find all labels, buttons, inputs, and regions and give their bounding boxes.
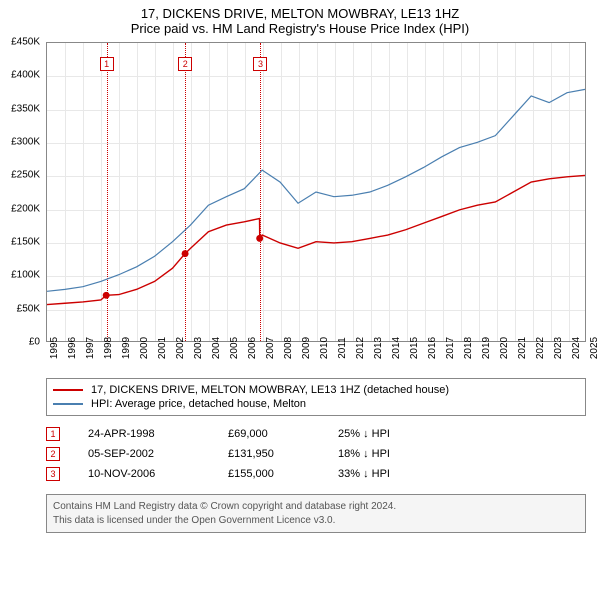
x-axis-label: 2005: [229, 337, 240, 359]
event-price: £155,000: [228, 468, 338, 480]
title-line-2: Price paid vs. HM Land Registry's House …: [0, 21, 600, 36]
x-axis-label: 2014: [391, 337, 402, 359]
y-axis-label: £50K: [6, 303, 40, 314]
plot-area: 123: [46, 42, 586, 342]
legend-swatch: [53, 403, 83, 405]
event-number-box: 1: [46, 427, 60, 441]
event-date: 05-SEP-2002: [88, 448, 228, 460]
title-block: 17, DICKENS DRIVE, MELTON MOWBRAY, LE13 …: [0, 0, 600, 38]
x-axis-label: 2013: [373, 337, 384, 359]
x-axis-label: 2019: [481, 337, 492, 359]
x-axis-label: 1995: [49, 337, 60, 359]
event-date: 10-NOV-2006: [88, 468, 228, 480]
legend-box: 17, DICKENS DRIVE, MELTON MOWBRAY, LE13 …: [46, 378, 586, 416]
x-axis-label: 2010: [319, 337, 330, 359]
legend-row: HPI: Average price, detached house, Melt…: [53, 397, 579, 411]
x-axis-label: 2002: [175, 337, 186, 359]
x-axis-label: 2024: [571, 337, 582, 359]
x-axis-label: 1999: [121, 337, 132, 359]
event-number-box: 2: [46, 447, 60, 461]
legend-label: 17, DICKENS DRIVE, MELTON MOWBRAY, LE13 …: [91, 384, 449, 396]
event-delta: 25% ↓ HPI: [338, 428, 586, 440]
event-price: £69,000: [228, 428, 338, 440]
series-price_paid: [47, 175, 585, 304]
y-axis-label: £250K: [6, 170, 40, 181]
y-axis-label: £200K: [6, 203, 40, 214]
x-axis-label: 2006: [247, 337, 258, 359]
x-axis-label: 2000: [139, 337, 150, 359]
event-row: 1 24-APR-1998£69,00025% ↓ HPI: [46, 424, 586, 444]
legend-label: HPI: Average price, detached house, Melt…: [91, 398, 306, 410]
y-axis-label: £0: [6, 337, 40, 348]
chart-wrap: 123 £0£50K£100K£150K£200K£250K£300K£350K…: [38, 42, 598, 372]
x-axis-label: 2017: [445, 337, 456, 359]
footer-box: Contains HM Land Registry data © Crown c…: [46, 494, 586, 533]
x-axis-label: 2023: [553, 337, 564, 359]
x-axis-label: 2003: [193, 337, 204, 359]
event-number-box: 3: [46, 467, 60, 481]
x-axis-label: 2001: [157, 337, 168, 359]
x-axis-label: 2025: [589, 337, 600, 359]
x-axis-label: 1998: [103, 337, 114, 359]
title-line-1: 17, DICKENS DRIVE, MELTON MOWBRAY, LE13 …: [0, 6, 600, 21]
event-row: 2 05-SEP-2002£131,95018% ↓ HPI: [46, 444, 586, 464]
chart-lines: [47, 43, 585, 341]
event-delta: 33% ↓ HPI: [338, 468, 586, 480]
legend-row: 17, DICKENS DRIVE, MELTON MOWBRAY, LE13 …: [53, 383, 579, 397]
event-price: £131,950: [228, 448, 338, 460]
x-axis-label: 2008: [283, 337, 294, 359]
x-axis-label: 1997: [85, 337, 96, 359]
event-delta: 18% ↓ HPI: [338, 448, 586, 460]
y-axis-label: £450K: [6, 37, 40, 48]
footer-line-2: This data is licensed under the Open Gov…: [53, 514, 579, 528]
x-axis-label: 2009: [301, 337, 312, 359]
y-axis-label: £150K: [6, 237, 40, 248]
event-row: 3 10-NOV-2006£155,00033% ↓ HPI: [46, 464, 586, 484]
x-axis-label: 2004: [211, 337, 222, 359]
x-axis-label: 2022: [535, 337, 546, 359]
sale-point-marker: [182, 250, 189, 257]
x-axis-label: 2021: [517, 337, 528, 359]
sale-point-marker: [256, 235, 263, 242]
y-axis-label: £300K: [6, 137, 40, 148]
x-axis-label: 2020: [499, 337, 510, 359]
event-date: 24-APR-1998: [88, 428, 228, 440]
legend-swatch: [53, 389, 83, 391]
x-axis-label: 2016: [427, 337, 438, 359]
x-axis-label: 2011: [337, 337, 348, 359]
x-axis-label: 2007: [265, 337, 276, 359]
x-axis-label: 1996: [67, 337, 78, 359]
y-axis-label: £350K: [6, 103, 40, 114]
series-hpi: [47, 89, 585, 291]
x-axis-label: 2015: [409, 337, 420, 359]
x-axis-label: 2018: [463, 337, 474, 359]
footer-line-1: Contains HM Land Registry data © Crown c…: [53, 500, 579, 514]
events-table: 1 24-APR-1998£69,00025% ↓ HPI 2 05-SEP-2002…: [46, 424, 586, 484]
y-axis-label: £100K: [6, 270, 40, 281]
chart-container: 17, DICKENS DRIVE, MELTON MOWBRAY, LE13 …: [0, 0, 600, 590]
y-axis-label: £400K: [6, 70, 40, 81]
sale-point-marker: [103, 292, 110, 299]
x-axis-label: 2012: [355, 337, 366, 359]
